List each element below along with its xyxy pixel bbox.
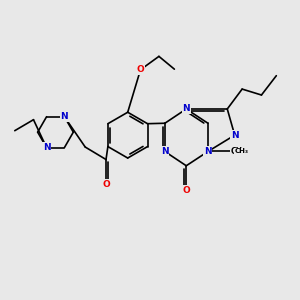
Text: N: N bbox=[43, 143, 50, 152]
Text: O: O bbox=[102, 180, 110, 189]
Text: O: O bbox=[182, 186, 190, 195]
Text: N: N bbox=[61, 112, 68, 121]
Text: O: O bbox=[136, 65, 144, 74]
Text: N: N bbox=[161, 147, 169, 156]
Text: O: O bbox=[102, 180, 110, 189]
Text: O: O bbox=[136, 65, 144, 74]
Text: N: N bbox=[204, 147, 212, 156]
Text: CH₃: CH₃ bbox=[230, 147, 246, 156]
Text: CH₃: CH₃ bbox=[235, 148, 248, 154]
Text: N: N bbox=[231, 130, 238, 140]
Text: O: O bbox=[182, 186, 190, 195]
Text: N: N bbox=[182, 104, 190, 113]
